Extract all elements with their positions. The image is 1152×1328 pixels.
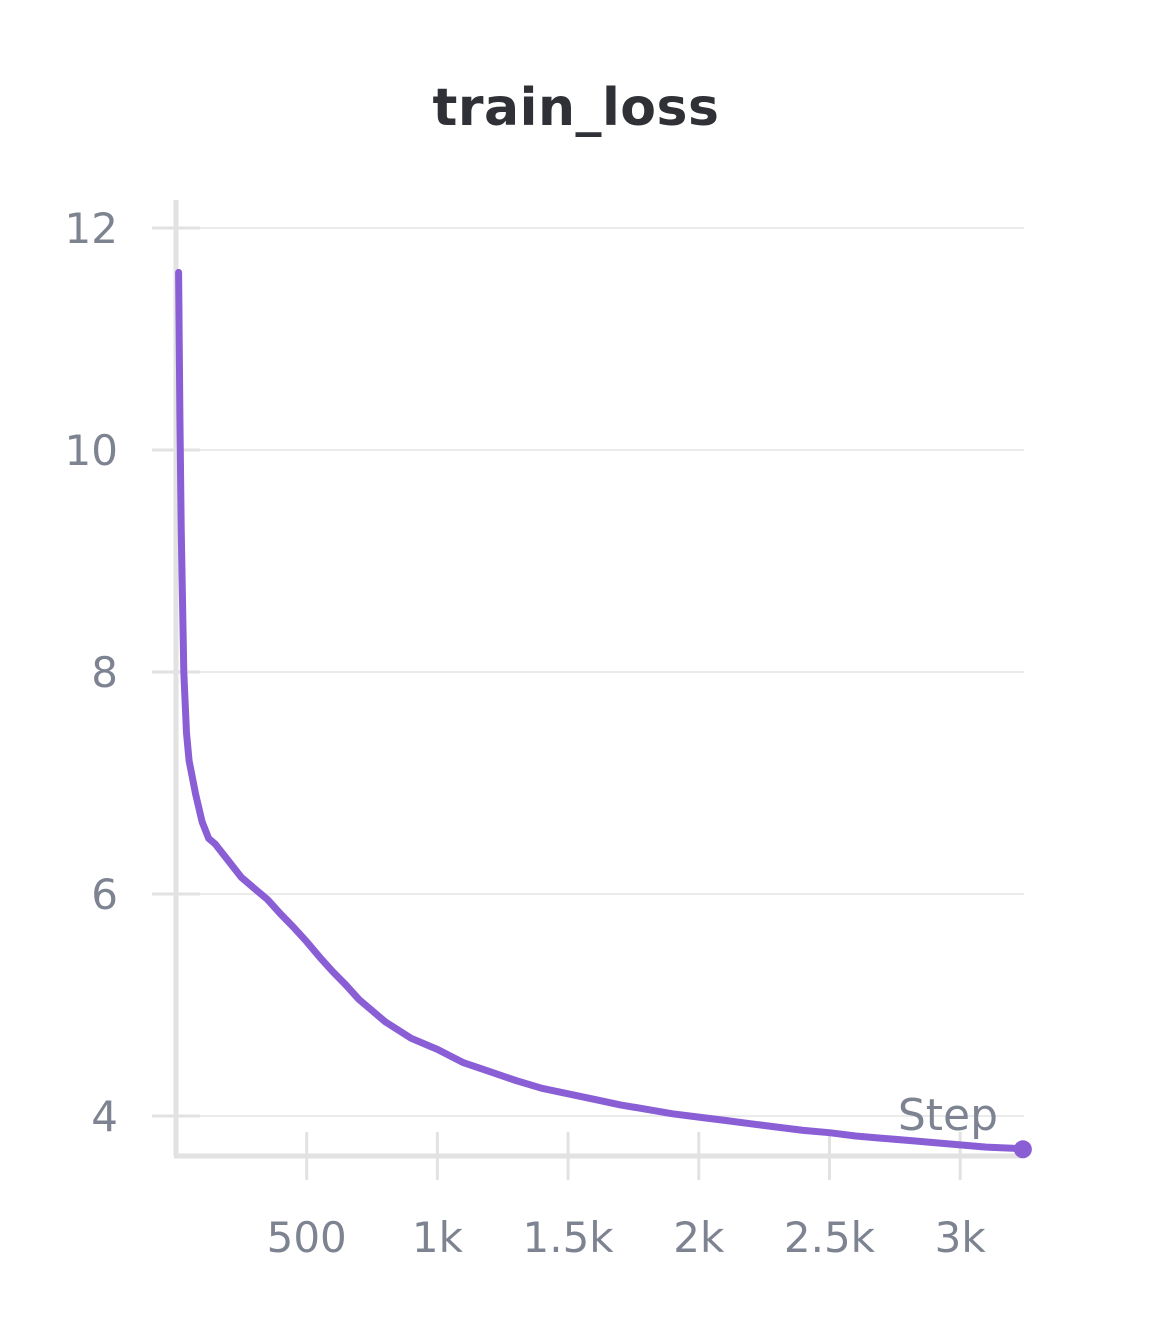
x-tick-label: 1.5k [523,1213,615,1262]
x-tick-label: 3k [935,1213,987,1262]
y-tick-label: 4 [91,1092,118,1141]
x-tick-label: 2.5k [784,1213,876,1262]
series-line [175,268,1027,1153]
x-axis-title: Step [898,1090,998,1141]
series-layer [175,268,1032,1159]
chart-title: train_loss [432,78,720,138]
x-tick-label: 500 [267,1213,347,1262]
y-tick-label: 8 [91,648,118,697]
series-end-point [1013,1140,1032,1159]
x-tick-label: 2k [673,1213,725,1262]
axes [173,200,1025,1159]
grid-lines [152,226,1024,1180]
x-tick-label: 1k [412,1213,464,1262]
tick-labels: 4 6 8 10 12 500 1k 1.5k 2k 2.5k 3k [65,204,987,1262]
y-tick-label: 10 [65,426,118,475]
y-tick-label: 12 [65,204,118,253]
y-tick-label: 6 [91,870,118,919]
